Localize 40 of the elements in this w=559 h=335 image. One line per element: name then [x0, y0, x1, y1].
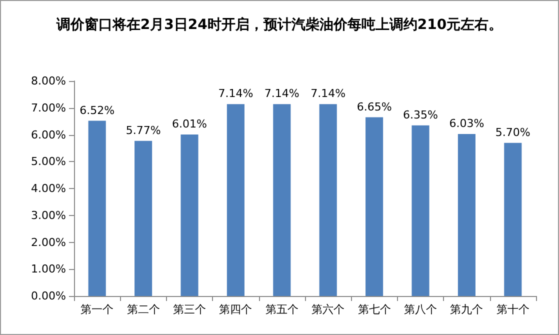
data-label: 6.35% [403, 108, 438, 122]
y-tick-label: 4.00% [31, 182, 66, 195]
x-tick-label: 第三个 [173, 303, 206, 316]
y-tick-label: 8.00% [31, 74, 66, 88]
bar [180, 134, 198, 296]
y-tick-label: 3.00% [31, 208, 66, 222]
data-label: 7.14% [264, 87, 300, 100]
data-label: 7.14% [310, 87, 346, 100]
y-tick-label: 1.00% [31, 262, 66, 276]
x-tick-label: 第一个 [80, 303, 114, 316]
y-tick-label: 7.00% [31, 101, 66, 114]
data-label: 5.70% [495, 126, 530, 139]
bar [412, 125, 430, 296]
data-label: 7.14% [218, 87, 254, 100]
bar [226, 104, 244, 296]
data-label: 5.77% [126, 124, 161, 137]
bar [88, 120, 106, 296]
x-tick-label: 第六个 [312, 303, 345, 316]
x-tick-label: 第九个 [450, 303, 484, 316]
data-label: 6.52% [80, 104, 115, 117]
bar [366, 117, 384, 296]
x-tick-label: 第八个 [404, 303, 437, 316]
x-tick-label: 第四个 [219, 303, 252, 316]
data-label: 6.65% [356, 100, 392, 114]
bar [319, 104, 337, 296]
x-tick-label: 第十个 [496, 303, 530, 316]
bar [134, 140, 152, 296]
x-tick-label: 第二个 [126, 303, 160, 316]
data-label: 6.01% [172, 117, 207, 130]
y-tick-label: 5.00% [31, 155, 66, 168]
y-tick-label: 0.00% [31, 290, 66, 302]
data-label: 6.03% [449, 116, 484, 130]
x-tick-label: 第五个 [265, 303, 298, 316]
chart-title: 调价窗口将在2月3日24时开启，预计汽柴油价每吨上调约210元左右。 [55, 16, 503, 33]
bar [458, 134, 476, 296]
y-tick-label: 2.00% [31, 236, 66, 249]
bar [273, 104, 291, 296]
bar [504, 142, 522, 296]
y-tick-label: 6.00% [31, 128, 66, 142]
x-tick-label: 第七个 [358, 303, 391, 316]
